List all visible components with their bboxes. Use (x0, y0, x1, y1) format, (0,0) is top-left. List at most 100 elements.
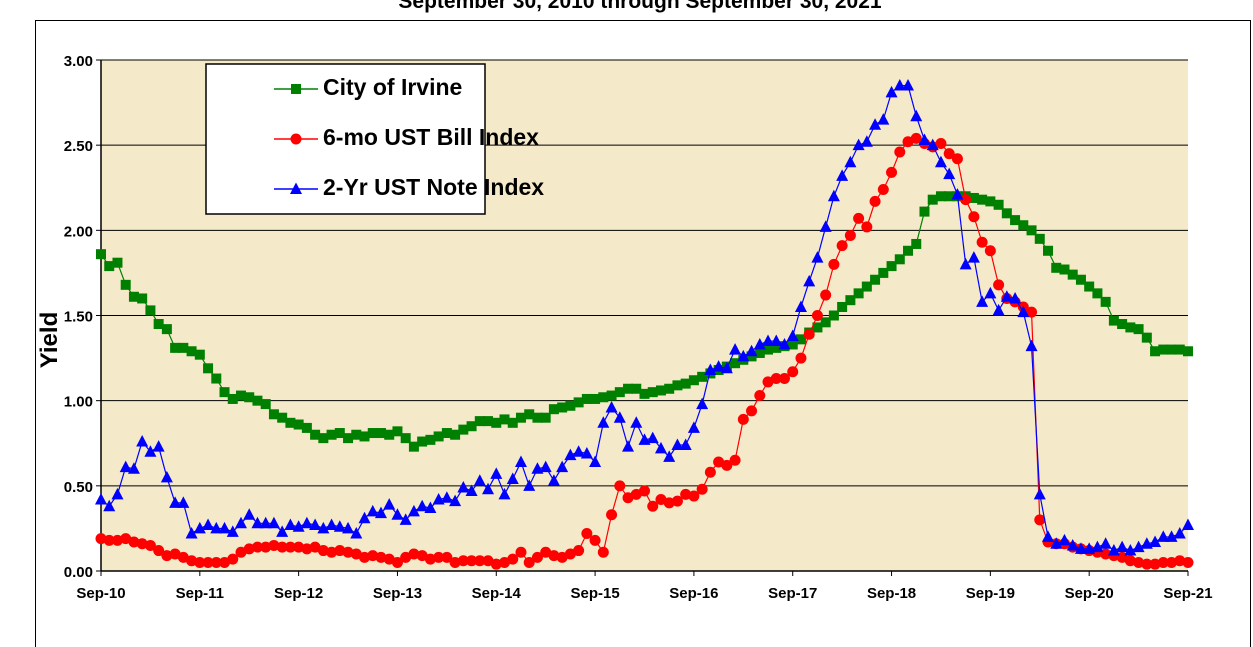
marker-square (351, 429, 362, 440)
marker-triangle (103, 499, 116, 512)
marker-circle (688, 490, 700, 502)
marker-circle (276, 541, 288, 553)
marker-triangle (160, 470, 173, 483)
marker-triangle (276, 525, 289, 537)
legend-box (205, 63, 486, 215)
legend-label: City of Irvine (323, 74, 462, 100)
marker-square (894, 254, 905, 265)
marker-circle (746, 405, 758, 417)
marker-circle (1034, 514, 1046, 526)
marker-triangle (144, 445, 157, 457)
marker-triangle (1074, 542, 1087, 554)
marker-circle (359, 551, 371, 563)
marker-circle (531, 551, 543, 563)
marker-circle (194, 556, 206, 568)
marker-square (878, 267, 889, 278)
y-tick-label: 2.00 (64, 223, 93, 240)
marker-circle (894, 146, 906, 158)
marker-triangle (622, 440, 635, 452)
marker-triangle (1173, 527, 1186, 539)
x-tick-label: Sep-18 (867, 585, 916, 602)
marker-circle (844, 229, 856, 241)
marker-square (763, 344, 774, 355)
marker-square (291, 84, 301, 94)
marker-triangle (300, 516, 313, 529)
marker-triangle (1165, 530, 1178, 542)
marker-triangle (514, 455, 527, 467)
marker-circle (589, 534, 601, 546)
marker-circle (1124, 555, 1136, 567)
y-tick-label: 3.00 (64, 53, 93, 70)
marker-circle (803, 328, 815, 340)
marker-circle (581, 528, 593, 540)
marker-circle (350, 548, 362, 560)
marker-circle (836, 240, 848, 252)
marker-triangle (934, 155, 947, 168)
marker-triangle (374, 506, 387, 519)
marker-triangle (589, 455, 602, 467)
marker-square (1183, 346, 1193, 357)
marker-square (1100, 296, 1111, 307)
marker-square (540, 412, 551, 423)
marker-triangle (193, 521, 206, 534)
marker-square (688, 375, 699, 386)
marker-triangle (366, 504, 379, 517)
marker-square (178, 342, 189, 353)
marker-circle (910, 132, 922, 144)
marker-square (853, 288, 864, 299)
marker-circle (317, 545, 329, 557)
y-tick-label: 2.50 (64, 138, 93, 155)
marker-circle (153, 545, 165, 557)
marker-triangle (671, 438, 684, 450)
y-tick-label: 1.00 (64, 394, 93, 411)
marker-square (194, 349, 205, 360)
marker-circle (770, 373, 782, 385)
marker-triangle (309, 518, 322, 531)
marker-square (935, 191, 946, 202)
x-tick-label: Sep-10 (76, 585, 125, 602)
marker-square (993, 199, 1004, 210)
marker-square (548, 404, 559, 415)
marker-square (203, 363, 214, 374)
marker-circle (457, 555, 469, 567)
marker-triangle (967, 251, 980, 263)
marker-circle (886, 166, 898, 178)
marker-square (392, 426, 403, 437)
marker-triangle (1033, 487, 1046, 500)
x-tick-label: Sep-14 (472, 585, 522, 602)
marker-triangle (794, 300, 807, 312)
marker-triangle (556, 460, 569, 473)
marker-circle (606, 509, 618, 521)
marker-triangle (976, 295, 989, 307)
marker-triangle (679, 438, 692, 450)
marker-circle (787, 366, 799, 378)
marker-circle (671, 495, 683, 507)
marker-square (1001, 208, 1012, 219)
y-tick-label: 0.00 (64, 564, 93, 581)
marker-circle (284, 541, 296, 553)
marker-circle (1141, 558, 1153, 570)
marker-circle (737, 413, 749, 425)
marker-triangle (720, 361, 733, 374)
marker-triangle (136, 435, 149, 447)
marker-triangle (745, 344, 758, 357)
marker-circle (811, 310, 823, 321)
marker-square (474, 416, 485, 427)
marker-circle (622, 492, 634, 504)
marker-square (499, 414, 510, 425)
marker-circle (391, 556, 403, 568)
marker-triangle (234, 516, 247, 529)
marker-circle (902, 136, 914, 148)
marker-square (1108, 315, 1119, 326)
marker-triangle (630, 416, 643, 428)
marker-circle (449, 556, 461, 568)
marker-triangle (407, 504, 420, 517)
marker-circle (1149, 558, 1161, 570)
marker-triangle (572, 445, 585, 457)
marker-square (985, 196, 996, 207)
marker-circle (960, 194, 972, 206)
marker-square (647, 387, 658, 398)
marker-triangle (152, 440, 165, 452)
marker-circle (869, 195, 881, 207)
